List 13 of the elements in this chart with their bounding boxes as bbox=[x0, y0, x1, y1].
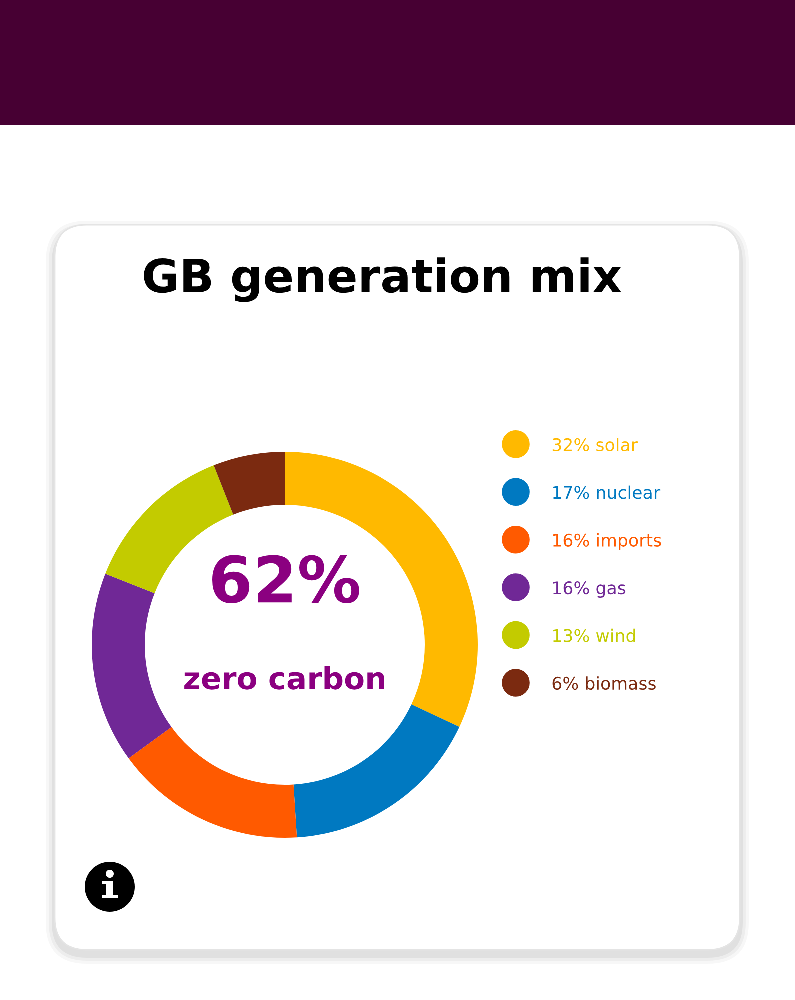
donut-slice bbox=[128, 727, 298, 838]
legend-label: 13% wind bbox=[554, 628, 636, 642]
donut-slice bbox=[294, 704, 460, 838]
legend-label: 16% imports bbox=[554, 534, 662, 550]
legend-label: 32% solar bbox=[552, 438, 638, 452]
legend-label: 16% gas bbox=[554, 582, 626, 598]
text: zero carbon bbox=[184, 666, 384, 690]
chart-title: GB generation mix bbox=[144, 258, 622, 302]
legend-label: 17% nuclear bbox=[554, 486, 661, 500]
text: 62% bbox=[212, 555, 360, 604]
donut-slice bbox=[92, 574, 172, 758]
legend-label: 6% biomass bbox=[552, 676, 656, 690]
donut-slice bbox=[214, 452, 285, 515]
